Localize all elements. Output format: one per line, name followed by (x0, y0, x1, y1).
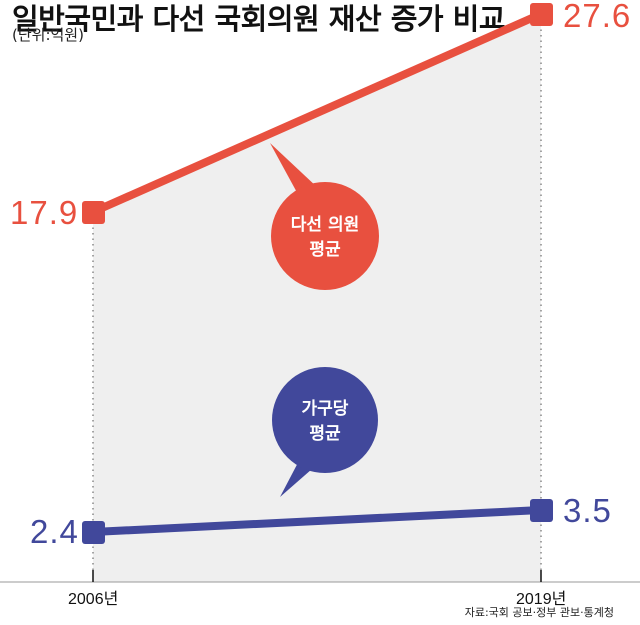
lawmaker-line (91, 10, 543, 216)
value-lawmaker-2006: 17.9 (10, 194, 79, 231)
source-note: 자료:국회 공보·정부 관보·통계청 (464, 606, 614, 619)
unit-label: (단위:억원) (12, 26, 84, 44)
value-household-2006: 2.4 (30, 513, 79, 550)
x-label-2019: 2019년 (516, 591, 567, 608)
household-line (92, 506, 542, 536)
household-bubble-label: 가구당 평균 (270, 397, 380, 447)
lawmaker-bubble-label: 다선 의원 평균 (270, 213, 380, 263)
lawmaker-bubble-pointer (270, 143, 318, 198)
household-point-2006 (82, 521, 105, 544)
gap-area (93, 14, 541, 582)
household-point-2019 (530, 499, 553, 522)
household-bubble-line2: 평균 (309, 424, 341, 444)
lawmaker-bubble-line1: 다선 의원 (290, 215, 360, 235)
value-household-2019: 3.5 (563, 492, 612, 529)
value-lawmaker-2019: 27.6 (563, 0, 632, 34)
household-bubble (272, 367, 378, 473)
lawmaker-point-2019 (530, 3, 553, 26)
lawmaker-bubble (271, 182, 379, 290)
x-label-2006: 2006년 (68, 591, 119, 608)
chart-title: 일반국민과 다선 국회의원 재산 증가 비교 (12, 2, 506, 36)
lawmaker-bubble-line2: 평균 (309, 240, 341, 260)
household-bubble-line1: 가구당 (301, 399, 349, 419)
lawmaker-point-2006 (82, 201, 105, 224)
